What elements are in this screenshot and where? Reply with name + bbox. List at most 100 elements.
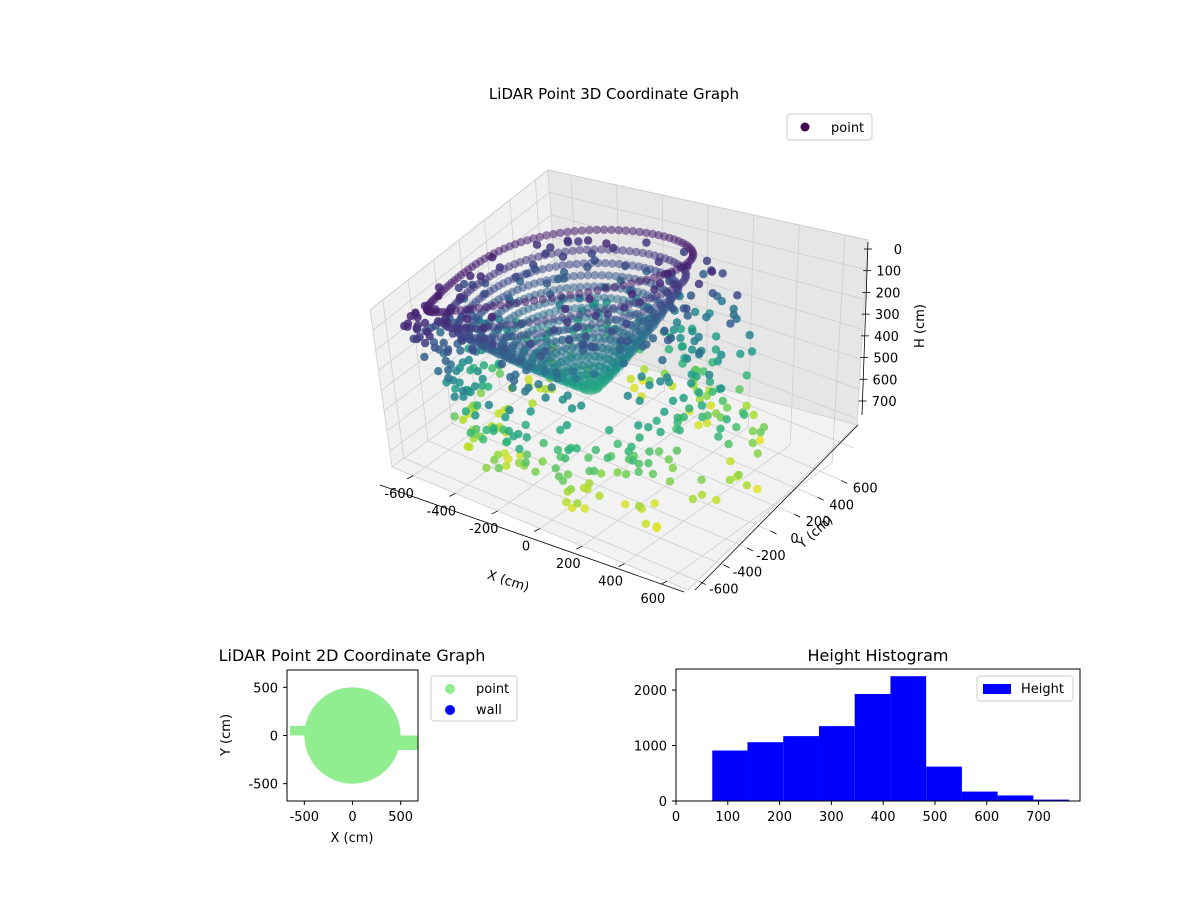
cloud-point	[579, 340, 588, 349]
cloud-point	[476, 388, 486, 398]
cloud-point	[535, 232, 545, 242]
cloud-point	[509, 320, 518, 329]
cloud-point	[717, 350, 726, 360]
cloud-point	[488, 364, 497, 373]
cloud-point	[525, 347, 535, 357]
cloud-point	[542, 276, 551, 285]
grid-line-z-back	[547, 169, 869, 241]
x-tick-label: 400	[871, 810, 896, 825]
chart-histogram-title: Height Histogram	[808, 646, 949, 665]
cloud-point	[621, 470, 631, 479]
cloud-point	[531, 467, 540, 476]
cloud-point	[562, 284, 571, 293]
cloud-point	[589, 466, 599, 476]
cloud-point	[420, 318, 430, 328]
cloud-point	[509, 376, 519, 385]
grid-line-z-back	[549, 192, 867, 271]
cloud-point	[597, 245, 606, 254]
cloud-point	[512, 298, 521, 308]
cloud-point	[584, 453, 593, 462]
cloud-point	[580, 504, 589, 513]
cloud-point	[632, 247, 641, 257]
cloud-point	[718, 269, 727, 278]
cloud-point	[553, 344, 562, 354]
cloud-point	[455, 378, 464, 387]
cloud-point	[547, 383, 556, 392]
grid-line-x	[582, 426, 749, 547]
cloud-point	[642, 238, 651, 247]
cloud-point	[621, 226, 631, 235]
cloud-point	[482, 463, 491, 473]
cloud-point	[474, 303, 484, 313]
cloud-point	[676, 324, 685, 334]
cloud-point	[514, 341, 524, 350]
cloud-point	[523, 330, 532, 340]
cloud-point	[695, 395, 705, 404]
cloud-point	[594, 258, 603, 268]
cloud-point	[665, 477, 675, 486]
cloud-point	[539, 438, 548, 448]
x-tick-label: 600	[640, 592, 665, 607]
cloud-point	[479, 435, 488, 444]
cloud-point	[478, 374, 487, 384]
cloud-point	[660, 407, 669, 416]
cloud-point	[642, 340, 651, 349]
cloud-point	[590, 245, 599, 254]
cloud-point	[556, 228, 565, 238]
cloud-point	[515, 444, 524, 454]
cloud-point	[569, 349, 579, 359]
x-tick-label: 0	[522, 540, 530, 555]
histogram-bar	[1033, 799, 1070, 801]
cloud-point	[501, 413, 510, 422]
cloud-point	[615, 345, 625, 354]
cloud-point	[482, 425, 491, 435]
cloud-point	[644, 423, 653, 432]
cloud-point	[688, 494, 698, 504]
x-tick-label: 400	[598, 575, 623, 590]
z-tick-label: 200	[876, 286, 901, 301]
cloud-point	[479, 324, 488, 333]
cloud-point	[648, 334, 658, 343]
cloud-point	[722, 415, 731, 424]
cloud-point	[598, 336, 607, 346]
grid-line-xz	[789, 224, 800, 445]
histogram-bars	[712, 676, 1070, 801]
cloud-point	[450, 412, 459, 421]
cloud-point	[623, 391, 632, 400]
cloud-point	[606, 294, 616, 303]
cloud-point	[732, 423, 741, 432]
cloud-point	[577, 355, 586, 364]
cloud-point	[575, 289, 584, 298]
cloud-point	[614, 226, 623, 235]
cloud-point	[552, 368, 561, 377]
cloud-point	[466, 388, 475, 397]
cloud-point	[586, 259, 596, 268]
chart-2d-xlabel: X (cm)	[331, 831, 374, 846]
x-tick-label: 0	[348, 810, 356, 825]
cloud-point	[519, 348, 529, 357]
cloud-point	[621, 500, 630, 509]
cloud-point	[549, 229, 558, 239]
cloud-point	[481, 303, 491, 312]
cloud-point	[534, 252, 543, 261]
cloud-point	[521, 387, 530, 396]
cloud-point	[607, 327, 616, 336]
legend-marker-point	[800, 122, 810, 132]
cloud-point	[530, 329, 540, 339]
cloud-point	[712, 495, 721, 505]
cloud-point	[566, 485, 576, 494]
x-tick-mark	[491, 510, 498, 515]
cloud-point	[739, 410, 749, 419]
cloud-point	[582, 245, 592, 254]
cloud-point	[574, 237, 583, 246]
x-tick-label: 500	[388, 810, 413, 825]
cloud-point	[688, 327, 697, 336]
cloud-point	[625, 329, 635, 338]
cloud-point	[546, 243, 555, 252]
cloud-point	[412, 325, 422, 334]
cloud-point	[702, 256, 712, 266]
cloud-point	[597, 328, 606, 337]
cloud-point	[699, 269, 708, 279]
cloud-point	[595, 319, 604, 328]
cloud-point	[575, 310, 584, 319]
